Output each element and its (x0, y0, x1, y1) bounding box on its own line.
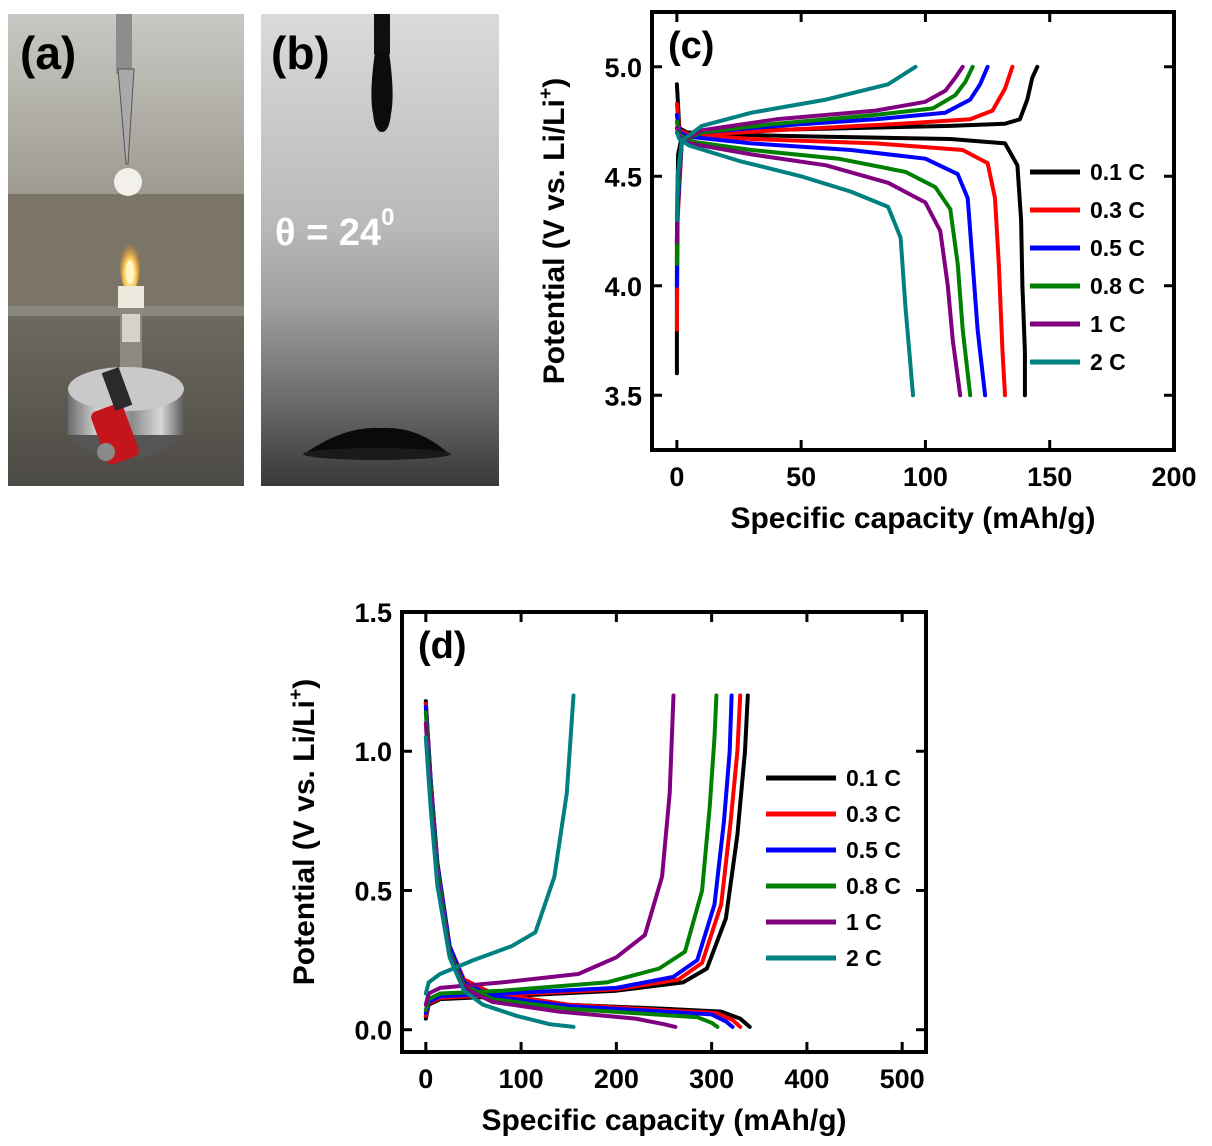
legend-label: 0.5 C (846, 837, 901, 863)
x-tick-label: 200 (1151, 462, 1196, 492)
x-tick-label: 100 (903, 462, 948, 492)
y-tick-label: 3.5 (604, 381, 642, 411)
legend-label: 1 C (846, 909, 882, 935)
y-tick-label: 1.5 (354, 598, 392, 628)
panel-label: (c) (668, 25, 714, 67)
y-tick-label: 0.5 (354, 876, 392, 906)
y-tick-label: 0.0 (354, 1016, 392, 1046)
series-line-charge (674, 64, 918, 223)
x-tick-label: 0 (669, 462, 684, 492)
x-tick-label: 0 (418, 1064, 433, 1094)
y-tick-label: 5.0 (604, 53, 642, 83)
series-line-discharge (674, 130, 915, 398)
series-line-discharge (674, 119, 973, 398)
legend-label: 2 C (846, 945, 882, 971)
contact-angle-superscript: 0 (381, 204, 395, 231)
x-tick-label: 500 (880, 1064, 925, 1094)
legend-label: 0.1 C (1090, 159, 1145, 185)
series-line-charge (674, 64, 1015, 332)
series-line-discharge (423, 721, 678, 1029)
x-tick-label: 200 (594, 1064, 639, 1094)
x-tick-label: 50 (786, 462, 816, 492)
contact-angle-value: θ = 24 (275, 212, 382, 254)
y-tick-label: 4.0 (604, 272, 642, 302)
contact-angle-label: θ = 240 (275, 204, 394, 255)
legend-label: 0.5 C (1090, 235, 1145, 261)
y-axis-label: Potential (V vs. Li/Li+) (535, 78, 571, 384)
legend-label: 0.8 C (1090, 273, 1145, 299)
x-axis-label: Specific capacity (mAh/g) (481, 1104, 846, 1137)
x-tick-label: 400 (784, 1064, 829, 1094)
series-line-discharge (423, 735, 576, 1029)
series-line-charge (423, 693, 576, 996)
droplet-illustration (261, 14, 499, 486)
plot-frame (400, 610, 928, 1054)
panel-label-b: (b) (271, 27, 330, 79)
legend-label: 0.8 C (846, 873, 901, 899)
series-line-discharge (423, 699, 752, 1029)
x-tick-label: 300 (689, 1064, 734, 1094)
panel-label: (d) (418, 625, 467, 667)
y-tick-label: 4.5 (604, 162, 642, 192)
panel-label-a: (a) (20, 27, 77, 79)
legend-label: 0.3 C (1090, 197, 1145, 223)
series-line-charge (423, 693, 676, 1007)
series-line-charge (423, 693, 719, 1013)
y-tick-label: 1.0 (354, 737, 392, 767)
legend-label: 0.1 C (846, 765, 901, 791)
x-tick-label: 150 (1027, 462, 1072, 492)
legend-label: 0.3 C (846, 801, 901, 827)
x-tick-label: 100 (499, 1064, 544, 1094)
contact-angle-photo: (b) θ = 240 (261, 14, 499, 486)
series-line-charge (423, 693, 743, 1018)
flame-test-photo: (a) (8, 14, 244, 486)
legend-label: 1 C (1090, 311, 1126, 337)
chart-d: 0 100 200 300 400 500 0.0 0.5 1.0 1.5 Specific cap… (285, 598, 928, 1137)
chart-c: 0 50 100 150 200 3.5 4.0 4.5 5.0 Specific capacit… (535, 10, 1197, 535)
y-axis-label: Potential (V vs. Li/Li+) (285, 679, 321, 985)
legend-label: 2 C (1090, 349, 1126, 375)
series-line-discharge (674, 112, 988, 398)
series-line-charge (423, 693, 734, 1015)
series-line-discharge (674, 126, 963, 398)
x-axis-label: Specific capacity (mAh/g) (730, 502, 1095, 535)
plot-frame (650, 10, 1176, 452)
flame-test-illustration (8, 14, 244, 486)
